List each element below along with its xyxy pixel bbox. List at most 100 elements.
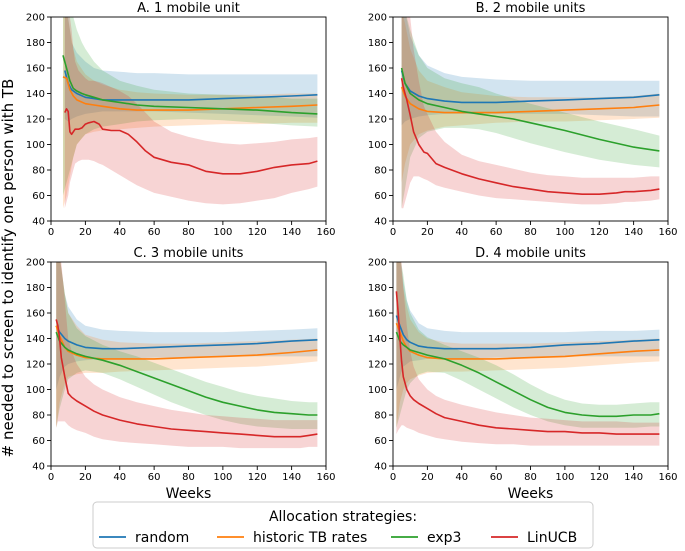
y-tick-label: 60 (32, 191, 45, 202)
y-tick-label: 100 (26, 385, 45, 396)
x-tick-label: 60 (148, 227, 161, 238)
random-band (56, 262, 318, 390)
x-axis-label: Weeks (166, 486, 212, 502)
x-tick-label: 120 (590, 472, 609, 483)
x-tick-label: 20 (79, 472, 92, 483)
linucb-line (400, 78, 660, 195)
y-tick-label: 40 (374, 462, 387, 473)
x-tick-label: 120 (590, 227, 609, 238)
x-tick-label: 20 (79, 227, 92, 238)
linucb-line (55, 319, 318, 438)
y-tick-label: 180 (26, 38, 45, 49)
x-tick-label: 60 (148, 472, 161, 483)
exp3-line (400, 67, 660, 152)
x-tick-label: 80 (182, 472, 195, 483)
x-tick-label: 100 (213, 227, 232, 238)
x-tick-label: 160 (658, 227, 677, 238)
historic-tb-rates-line (62, 76, 318, 111)
linucb-band (56, 262, 318, 449)
x-tick-label: 120 (248, 227, 267, 238)
x-tick-label: 20 (421, 227, 434, 238)
random-line (400, 70, 660, 104)
panel-1: 0 20 40 60 80 100 120 140 160 40 60 80 100 120 140 160 1… (26, 1, 336, 238)
x-tick-label: 0 (48, 472, 54, 483)
x-tick-label: 40 (455, 227, 468, 238)
y-tick-label: 160 (26, 64, 45, 75)
x-tick-label: 140 (624, 472, 643, 483)
figure-y-axis-label: # needed to screen to identify one perso… (0, 79, 17, 458)
panel-3: 0 20 40 60 80 100 120 140 160 40 60 80 100 120 140 160 1… (26, 246, 336, 502)
y-tick-label: 140 (368, 334, 387, 345)
legend-entries: random historic TB rates exp3 LinUCB (99, 530, 577, 546)
exp3-band (401, 17, 660, 209)
legend-label: exp3 (427, 530, 461, 546)
random-band (396, 262, 660, 390)
panel-title: A. 1 mobile unit (137, 1, 240, 16)
exp3-band (63, 17, 318, 196)
y-tick-label: 140 (26, 334, 45, 345)
x-tick-label: 100 (213, 472, 232, 483)
exp3-line (55, 331, 318, 416)
legend-label: LinUCB (527, 530, 577, 546)
y-tick-label: 60 (374, 436, 387, 447)
y-tick-label: 200 (368, 258, 387, 269)
x-axis-label: Weeks (508, 486, 554, 502)
y-tick-label: 140 (368, 89, 387, 100)
y-tick-label: 40 (32, 462, 45, 473)
y-tick-label: 80 (32, 411, 45, 422)
legend-entry: exp3 (391, 530, 461, 546)
exp3-band (56, 262, 318, 429)
x-tick-label: 120 (248, 472, 267, 483)
historic-tb-rates-line (400, 86, 660, 114)
exp3-band (396, 262, 660, 428)
x-tick-label: 40 (455, 472, 468, 483)
y-tick-label: 80 (374, 411, 387, 422)
linucb-band (396, 262, 660, 446)
legend-entry: historic TB rates (217, 530, 367, 546)
exp3-line (62, 55, 318, 115)
y-tick-label: 60 (32, 436, 45, 447)
x-tick-label: 40 (113, 472, 126, 483)
x-tick-label: 160 (658, 472, 677, 483)
y-tick-label: 100 (368, 385, 387, 396)
panels: 0 20 40 60 80 100 120 140 160 40 60 80 100 120 140 160 1… (26, 1, 678, 502)
y-tick-label: 40 (374, 217, 387, 228)
x-tick-label: 0 (48, 227, 54, 238)
legend: Allocation strategies: random historic TB… (92, 501, 594, 549)
y-tick-label: 140 (26, 89, 45, 100)
y-tick-label: 120 (26, 360, 45, 371)
x-tick-label: 80 (182, 227, 195, 238)
historic-tb-rates-band (396, 262, 660, 428)
y-tick-label: 160 (368, 64, 387, 75)
panel-title: D. 4 mobile units (475, 246, 586, 261)
linucb-band (401, 17, 660, 209)
panel-title: C. 3 mobile units (134, 246, 244, 261)
historic-tb-rates-band (63, 17, 318, 209)
y-tick-label: 100 (26, 140, 45, 151)
plot-area (395, 262, 660, 446)
x-tick-label: 140 (624, 227, 643, 238)
x-tick-label: 60 (490, 472, 503, 483)
panel-2: 0 20 40 60 80 100 120 140 160 40 60 80 100 120 140 160 1… (368, 1, 678, 238)
panel-title: B. 2 mobile units (476, 1, 586, 16)
y-tick-label: 180 (368, 38, 387, 49)
x-tick-label: 100 (555, 472, 574, 483)
plot-area (55, 262, 318, 449)
legend-entry: random (99, 530, 189, 546)
x-tick-label: 100 (555, 227, 574, 238)
legend-label: random (135, 530, 189, 546)
x-tick-label: 80 (524, 472, 537, 483)
x-tick-label: 160 (316, 227, 335, 238)
y-tick-label: 200 (368, 13, 387, 24)
y-tick-label: 60 (374, 191, 387, 202)
x-tick-label: 0 (390, 227, 396, 238)
x-tick-label: 80 (524, 227, 537, 238)
y-tick-label: 80 (374, 166, 387, 177)
x-tick-label: 160 (316, 472, 335, 483)
legend-label: historic TB rates (253, 530, 367, 546)
legend-title: Allocation strategies: (269, 509, 417, 525)
random-line (395, 315, 660, 350)
random-band (64, 17, 318, 122)
y-tick-label: 200 (26, 13, 45, 24)
historic-tb-rates-band (401, 17, 660, 183)
